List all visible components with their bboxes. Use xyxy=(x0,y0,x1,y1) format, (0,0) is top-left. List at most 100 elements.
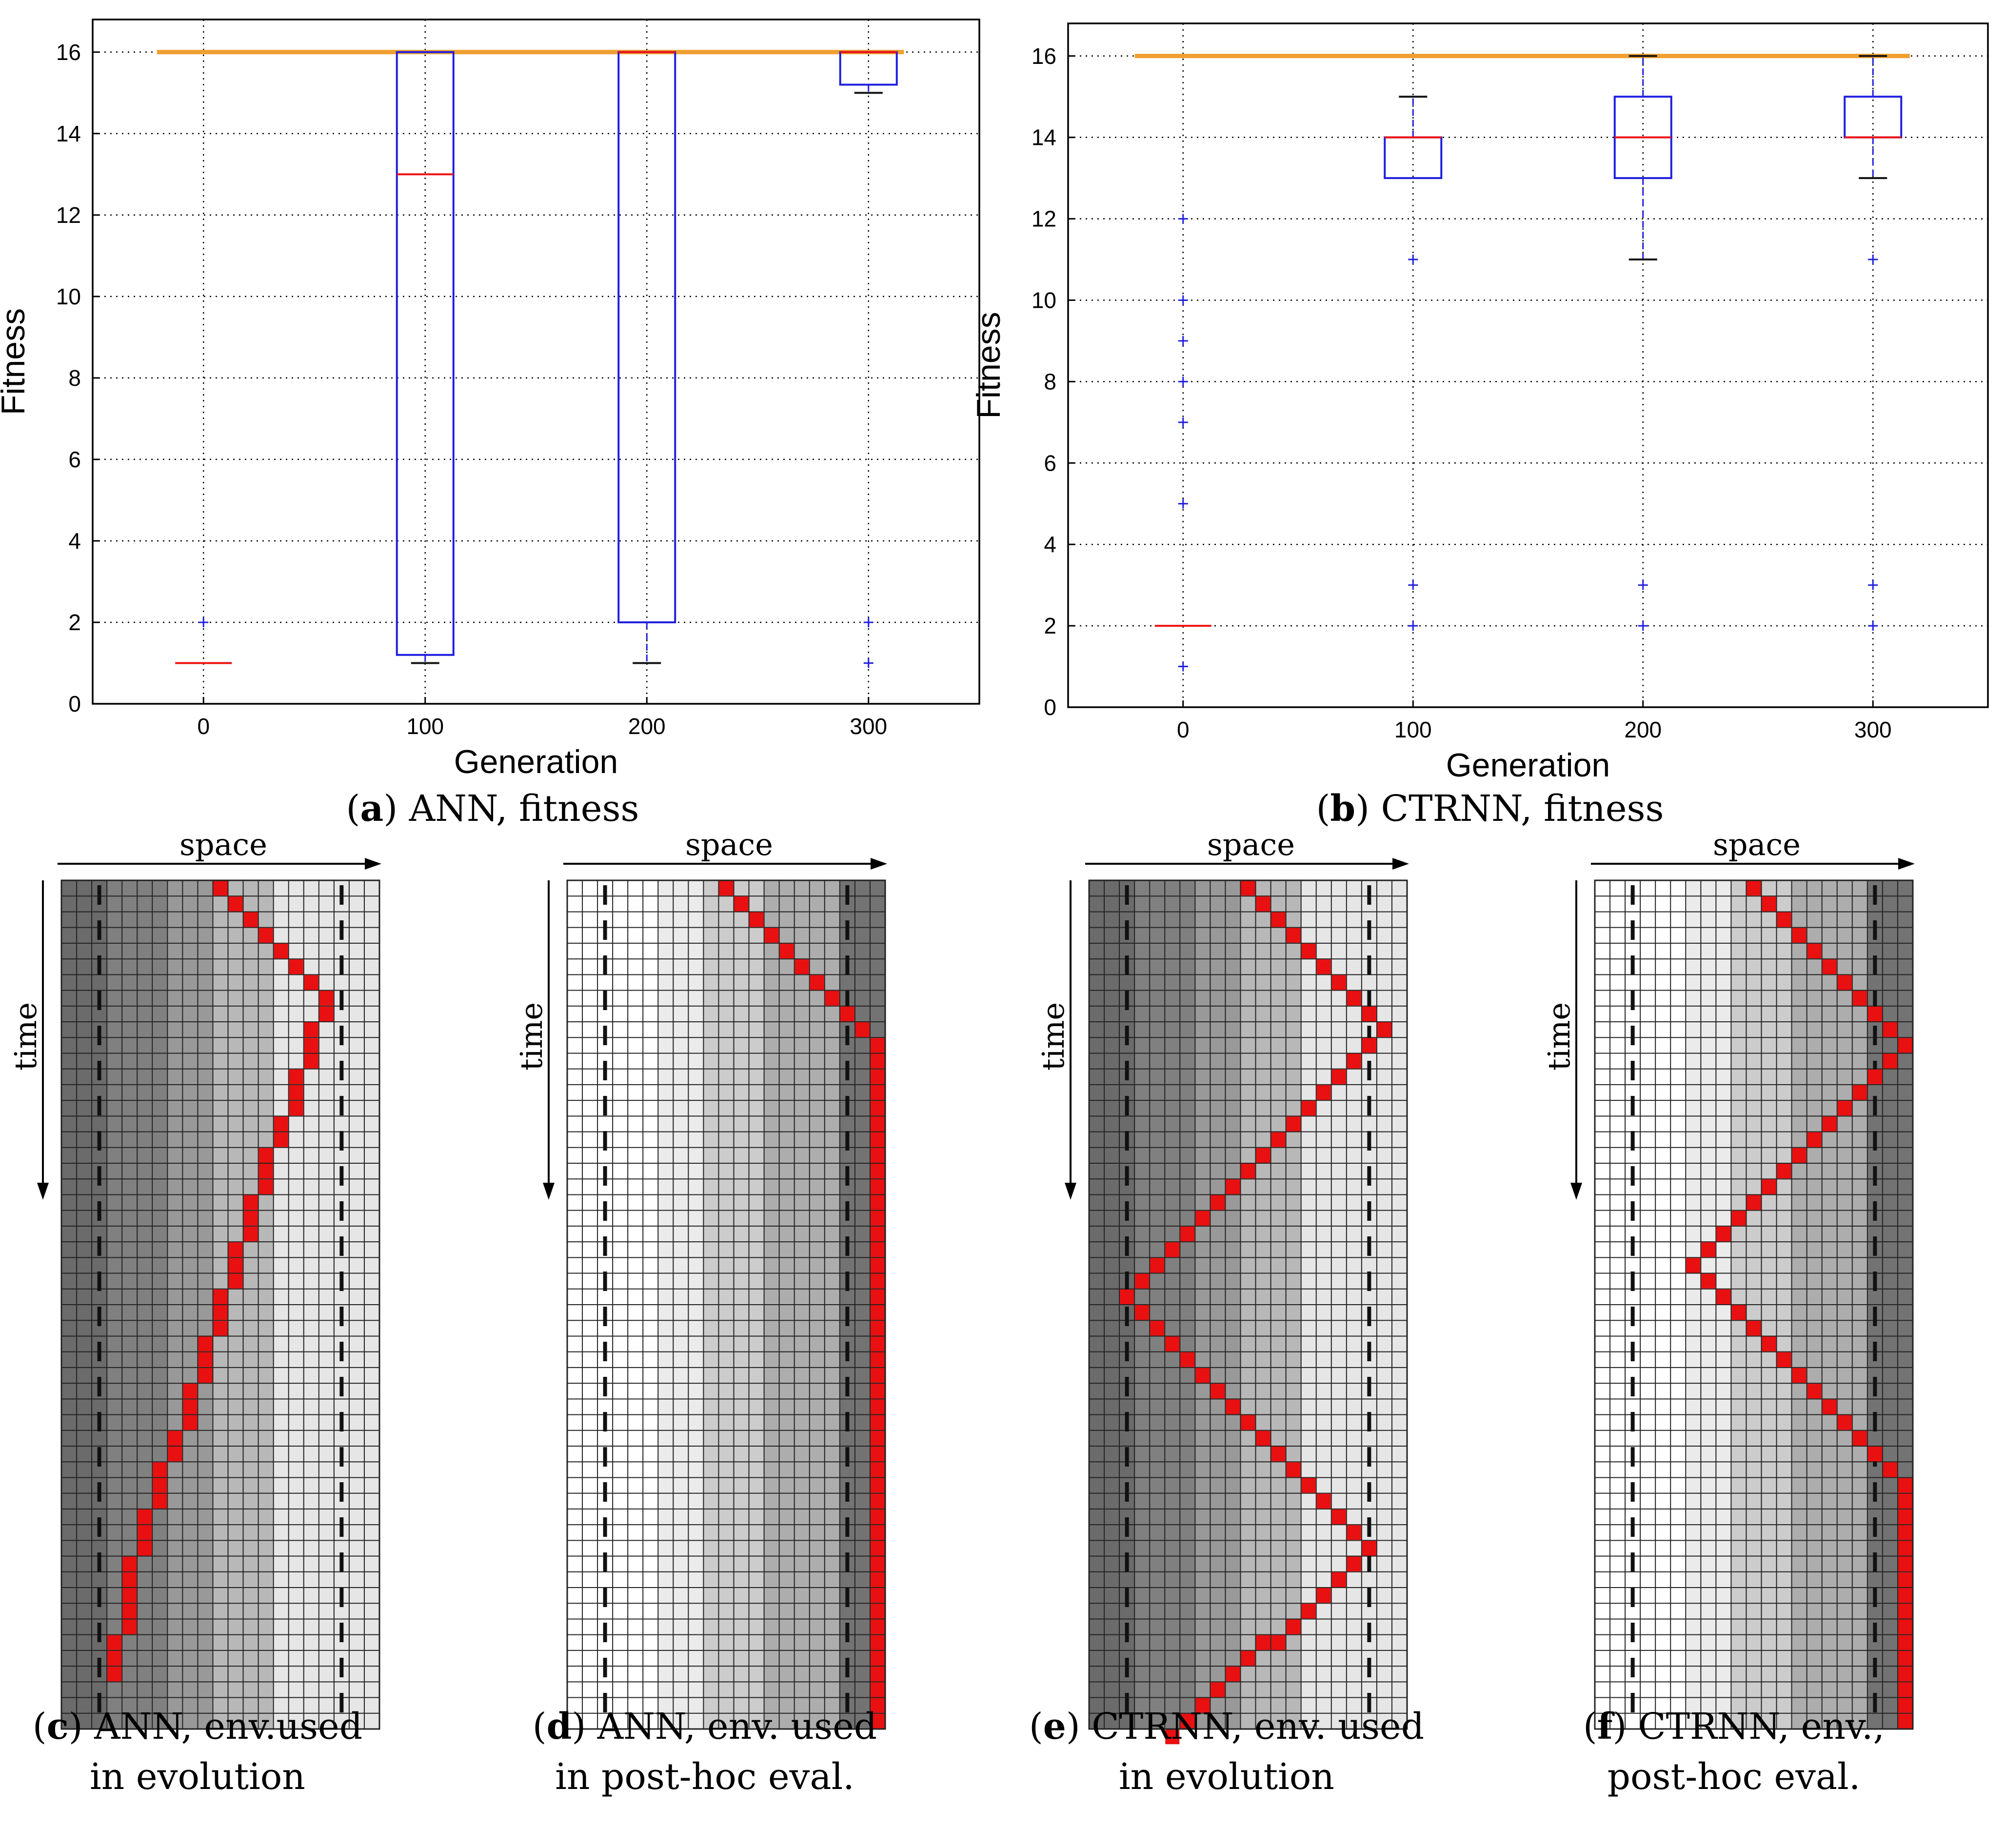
trail-cell xyxy=(870,1399,885,1414)
trail-cell xyxy=(1241,1164,1255,1179)
trail-cell xyxy=(107,1650,122,1666)
trail-cell xyxy=(153,1478,167,1493)
caption-b: (b) CTRNN, fitness xyxy=(1316,788,1664,830)
time-arrow-head xyxy=(543,1183,555,1200)
x-tick-label: 0 xyxy=(197,714,210,739)
caption-d: (d) ANN, env. used xyxy=(533,1706,877,1748)
trail-cell xyxy=(1822,1399,1837,1414)
trail-cell xyxy=(870,1493,885,1509)
trail-cell xyxy=(1316,959,1331,974)
flier-point xyxy=(1178,377,1188,387)
trail-cell xyxy=(870,1541,885,1556)
trail-cell xyxy=(870,1321,885,1336)
trail-cell xyxy=(810,975,824,990)
flier-point xyxy=(1178,498,1188,509)
trail-cell xyxy=(870,1336,885,1351)
y-tick-label: 16 xyxy=(56,40,81,65)
trail-cell xyxy=(870,1132,885,1147)
trail-cell xyxy=(274,1116,288,1132)
trail-cell xyxy=(1362,1006,1376,1021)
trail-cell xyxy=(1716,1289,1731,1304)
trail-cell xyxy=(870,1698,885,1713)
trail-cell xyxy=(870,1588,885,1603)
trail-cell xyxy=(1165,1242,1180,1257)
trail-cell xyxy=(274,943,288,959)
trail-cell xyxy=(1898,1682,1912,1697)
trail-cell xyxy=(1898,1509,1912,1525)
box xyxy=(396,51,455,656)
trail-cell xyxy=(122,1588,137,1603)
trail-cell xyxy=(122,1556,137,1571)
trail-cell xyxy=(1180,1226,1195,1242)
trail-cell xyxy=(870,1179,885,1194)
trail-cell xyxy=(1120,1289,1134,1304)
trail-cell xyxy=(304,1038,318,1053)
x-axis-label: Generation xyxy=(1446,747,1610,784)
flier-point xyxy=(1178,295,1188,305)
trail-cell xyxy=(855,1022,870,1037)
trail-cell xyxy=(258,1148,273,1163)
y-tick-label: 0 xyxy=(1044,695,1056,720)
grid-border xyxy=(1594,879,1914,1730)
trail-cell xyxy=(1135,1305,1150,1320)
trail-cell xyxy=(794,959,809,974)
trail-cell xyxy=(764,928,779,943)
trail-cell xyxy=(243,1211,258,1226)
caption-f-line2: post-hoc eval. xyxy=(1608,1756,1861,1798)
time-label: time xyxy=(514,1002,549,1071)
trail-cell xyxy=(1852,991,1867,1006)
trail-cell xyxy=(228,896,243,912)
caption-f: (f) CTRNN, env., xyxy=(1583,1706,1885,1748)
flier-point xyxy=(1868,580,1878,590)
trail-cell xyxy=(213,881,228,896)
trail-cell xyxy=(1898,1493,1912,1509)
trail-cell xyxy=(1898,1667,1912,1682)
trail-cell xyxy=(1150,1258,1165,1273)
trail-cell xyxy=(1377,1022,1391,1037)
trail-cell xyxy=(289,1101,303,1116)
y-tick-label: 6 xyxy=(1044,450,1056,476)
trail-cell xyxy=(1211,1384,1225,1399)
trail-cell xyxy=(168,1431,182,1446)
flier-point xyxy=(1868,621,1878,631)
trail-cell xyxy=(1747,1321,1761,1336)
trail-cell xyxy=(870,1148,885,1163)
y-tick-label: 2 xyxy=(1044,613,1056,638)
caption-a: (a) ANN, fitness xyxy=(346,788,639,830)
trail-cell xyxy=(870,1604,885,1619)
trail-cell xyxy=(107,1667,122,1682)
flier-point xyxy=(1178,214,1188,224)
trail-cell xyxy=(1195,1368,1210,1383)
trail-cell xyxy=(258,1164,273,1179)
trail-cell xyxy=(1316,1085,1331,1100)
trail-cell xyxy=(870,1195,885,1210)
trail-cell xyxy=(870,1525,885,1540)
trail-cell xyxy=(1898,1478,1912,1493)
trail-cell xyxy=(1226,1179,1240,1194)
y-axis-label: Fitness xyxy=(0,308,32,415)
trail-cell xyxy=(289,1085,303,1100)
flier-point xyxy=(1638,621,1648,631)
trail-cell xyxy=(1898,1650,1912,1666)
trail-cell xyxy=(1316,1493,1331,1509)
grid-border xyxy=(566,879,886,1730)
trail-cell xyxy=(1792,1148,1806,1163)
trail-cell xyxy=(1331,1572,1346,1587)
trail-cell xyxy=(870,1085,885,1100)
trail-cell xyxy=(870,1384,885,1399)
flier-point xyxy=(1178,417,1188,427)
trail-cell xyxy=(870,1619,885,1634)
trail-cell xyxy=(1271,1635,1286,1650)
plot-frame xyxy=(92,19,980,705)
y-tick-label: 8 xyxy=(68,365,81,391)
trail-cell xyxy=(1898,1038,1912,1053)
space-arrow-head xyxy=(1392,858,1409,870)
flier-point xyxy=(1408,580,1418,590)
trail-cell xyxy=(122,1619,137,1634)
trail-cell xyxy=(1777,1352,1791,1367)
time-arrow-head xyxy=(37,1183,49,1200)
trail-cell xyxy=(1331,975,1346,990)
trail-cell xyxy=(870,1415,885,1430)
trail-cell xyxy=(1747,1195,1761,1210)
trail-cell xyxy=(168,1447,182,1462)
